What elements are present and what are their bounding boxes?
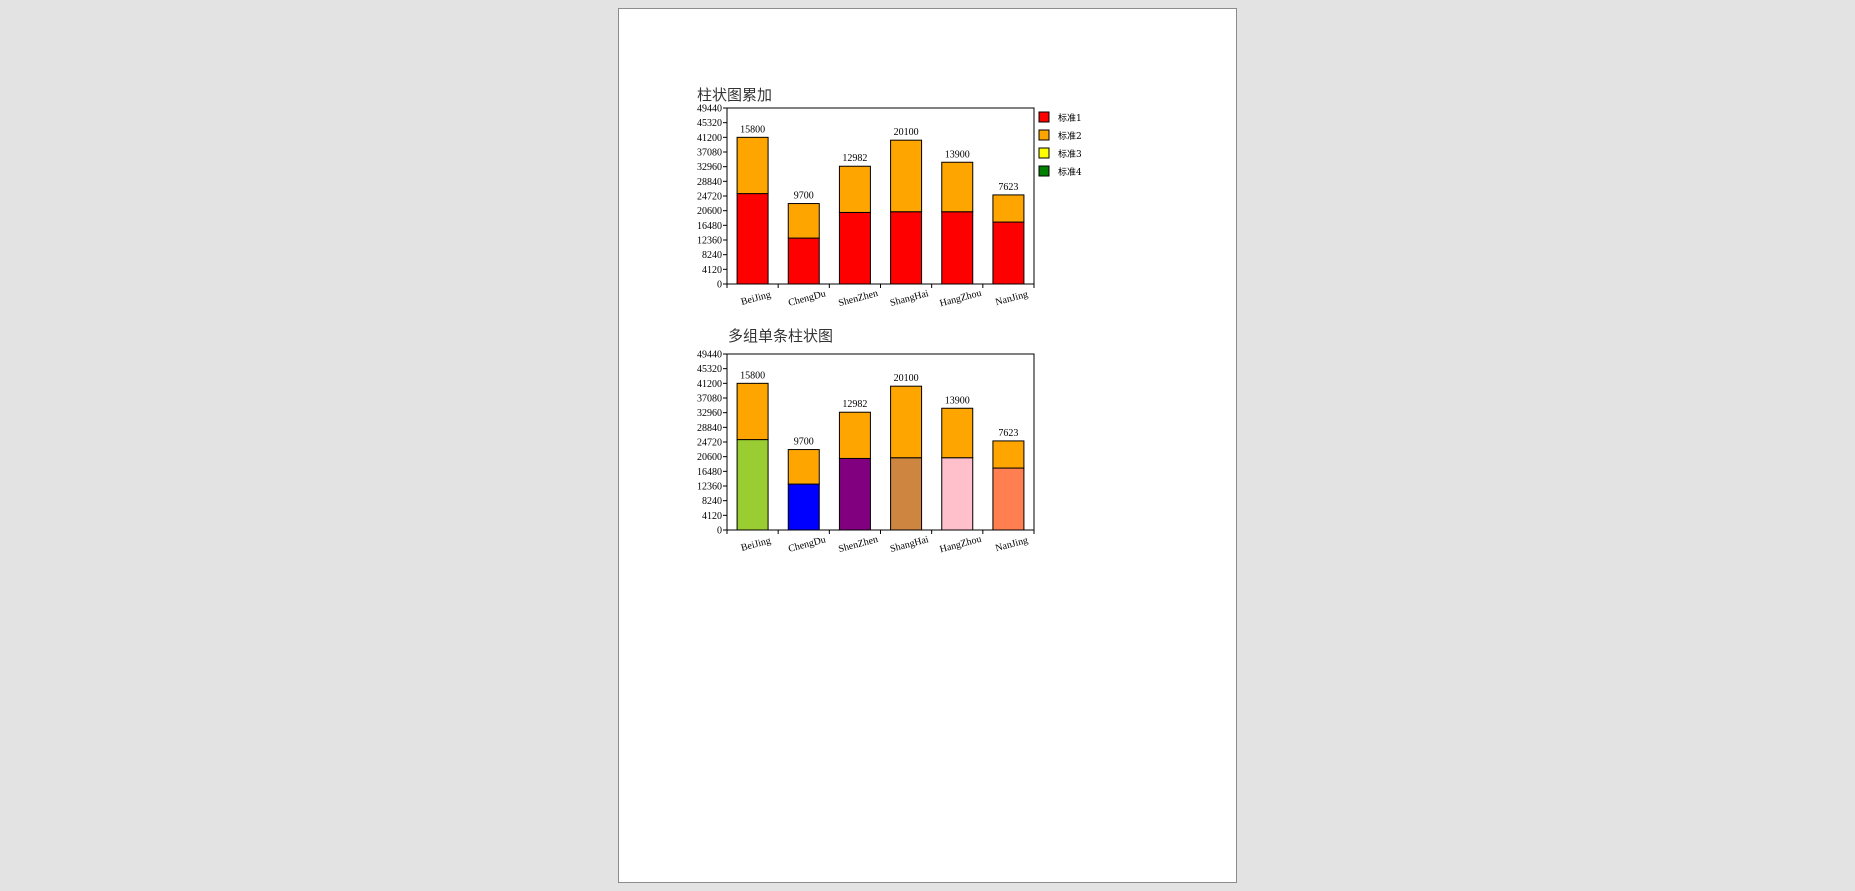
data-label: 12982 [842,399,867,410]
data-label: 7623 [998,182,1018,193]
bar-segment-chengdu-series-1 [787,483,820,531]
bar-segment-hangzhou-series-2 [941,161,974,213]
y-tick-label: 49440 [697,350,722,361]
y-tick-label: 8240 [702,496,722,507]
bar-segment-shanghai-series-2 [890,385,923,459]
bar-segment-beijing-series-1 [736,193,769,285]
legend-label-4: 标准4 [1058,166,1082,178]
category-label: ShangHai [889,288,930,309]
bar-segment-shanghai-series-1 [890,211,923,285]
category-label: ShangHai [889,534,930,555]
charts-canvas: 柱状图累加 0 4120 8240 12360 16480 20600 24720 28840 3… [697,86,1082,556]
category-label: HangZhou [939,534,983,556]
legend-swatch-4 [1038,165,1050,177]
y-tick-label: 20600 [697,206,722,217]
category-label: ChengDu [787,288,827,309]
y-tick-label: 4120 [702,511,722,522]
data-label: 13900 [945,395,970,406]
data-label: 12982 [842,153,867,164]
bar-segment-nanjing-series-2 [992,440,1025,469]
category-label: ShenZhen [837,534,879,555]
bar-segment-hangzhou-series-2 [941,407,974,459]
legend-label-3: 标准3 [1058,148,1082,160]
y-tick-label: 37080 [697,394,722,405]
y-tick-label: 45320 [697,118,722,129]
chart-1: 柱状图累加 0 4120 8240 12360 16480 20600 24720 28840 3… [697,86,1082,309]
y-tick-label: 16480 [697,467,722,478]
y-tick-label: 41200 [697,379,722,390]
category-label: HangZhou [939,288,983,310]
data-label: 9700 [794,191,814,202]
y-tick-label: 49440 [697,104,722,115]
data-label: 20100 [894,127,919,138]
y-tick-label: 28840 [697,423,722,434]
category-label: NanJing [994,535,1029,554]
bar-segment-shenzhen-series-1 [838,457,871,531]
bar-segment-nanjing-series-1 [992,221,1025,285]
legend-label-1: 标准1 [1058,112,1082,124]
document-page: 柱状图累加 0 4120 8240 12360 16480 20600 24720 28840 3… [618,8,1237,883]
y-tick-label: 41200 [697,133,722,144]
y-tick-label: 4120 [702,265,722,276]
legend-label-2: 标准2 [1058,130,1082,142]
bar-segment-beijing-series-1 [736,439,769,531]
y-tick-label: 20600 [697,452,722,463]
category-label: NanJing [994,289,1029,308]
data-label: 7623 [998,428,1018,439]
bar-segment-chengdu-series-2 [787,449,820,485]
bar-segment-shanghai-series-1 [890,457,923,531]
legend-swatch-1 [1038,111,1050,123]
plot-frame [726,107,1035,285]
y-tick-label: 12360 [697,482,722,493]
y-tick-label: 16480 [697,221,722,232]
bar-segment-beijing-series-2 [736,382,769,441]
category-label: ShenZhen [837,288,879,309]
y-tick-label: 28840 [697,177,722,188]
bar-segment-hangzhou-series-1 [941,211,974,285]
bar-segment-nanjing-series-2 [992,194,1025,223]
data-label: 13900 [945,149,970,160]
bar-segment-shanghai-series-2 [890,139,923,213]
bar-segment-chengdu-series-2 [787,203,820,239]
y-tick-label: 24720 [697,438,722,449]
y-tick-label: 0 [717,280,722,291]
y-tick-label: 32960 [697,162,722,173]
chart-title: 柱状图累加 [697,86,772,104]
bar-segment-chengdu-series-1 [787,237,820,285]
legend-swatch-3 [1038,147,1050,159]
data-label: 15800 [740,370,765,381]
bar-segment-shenzhen-series-1 [838,211,871,285]
data-label: 9700 [794,437,814,448]
category-label: ChengDu [787,534,827,555]
y-tick-label: 37080 [697,148,722,159]
chart-2: 多组单条柱状图 0 4120 8240 12360 16480 20600 24720 2884… [697,327,1035,556]
y-tick-label: 0 [717,526,722,537]
y-tick-label: 12360 [697,236,722,247]
y-tick-label: 24720 [697,192,722,203]
bar-segment-shenzhen-series-2 [838,165,871,213]
bar-segment-nanjing-series-1 [992,467,1025,531]
category-label: BeiJing [740,535,772,554]
bar-segment-shenzhen-series-2 [838,411,871,459]
y-tick-label: 8240 [702,250,722,261]
legend-swatch-2 [1038,129,1050,141]
data-label: 20100 [894,373,919,384]
bar-segment-beijing-series-2 [736,136,769,195]
data-label: 15800 [740,124,765,135]
chart-title: 多组单条柱状图 [728,327,833,345]
category-label: BeiJing [740,289,772,308]
y-tick-label: 45320 [697,364,722,375]
y-tick-label: 32960 [697,408,722,419]
plot-frame [726,353,1035,531]
bar-segment-hangzhou-series-1 [941,457,974,531]
